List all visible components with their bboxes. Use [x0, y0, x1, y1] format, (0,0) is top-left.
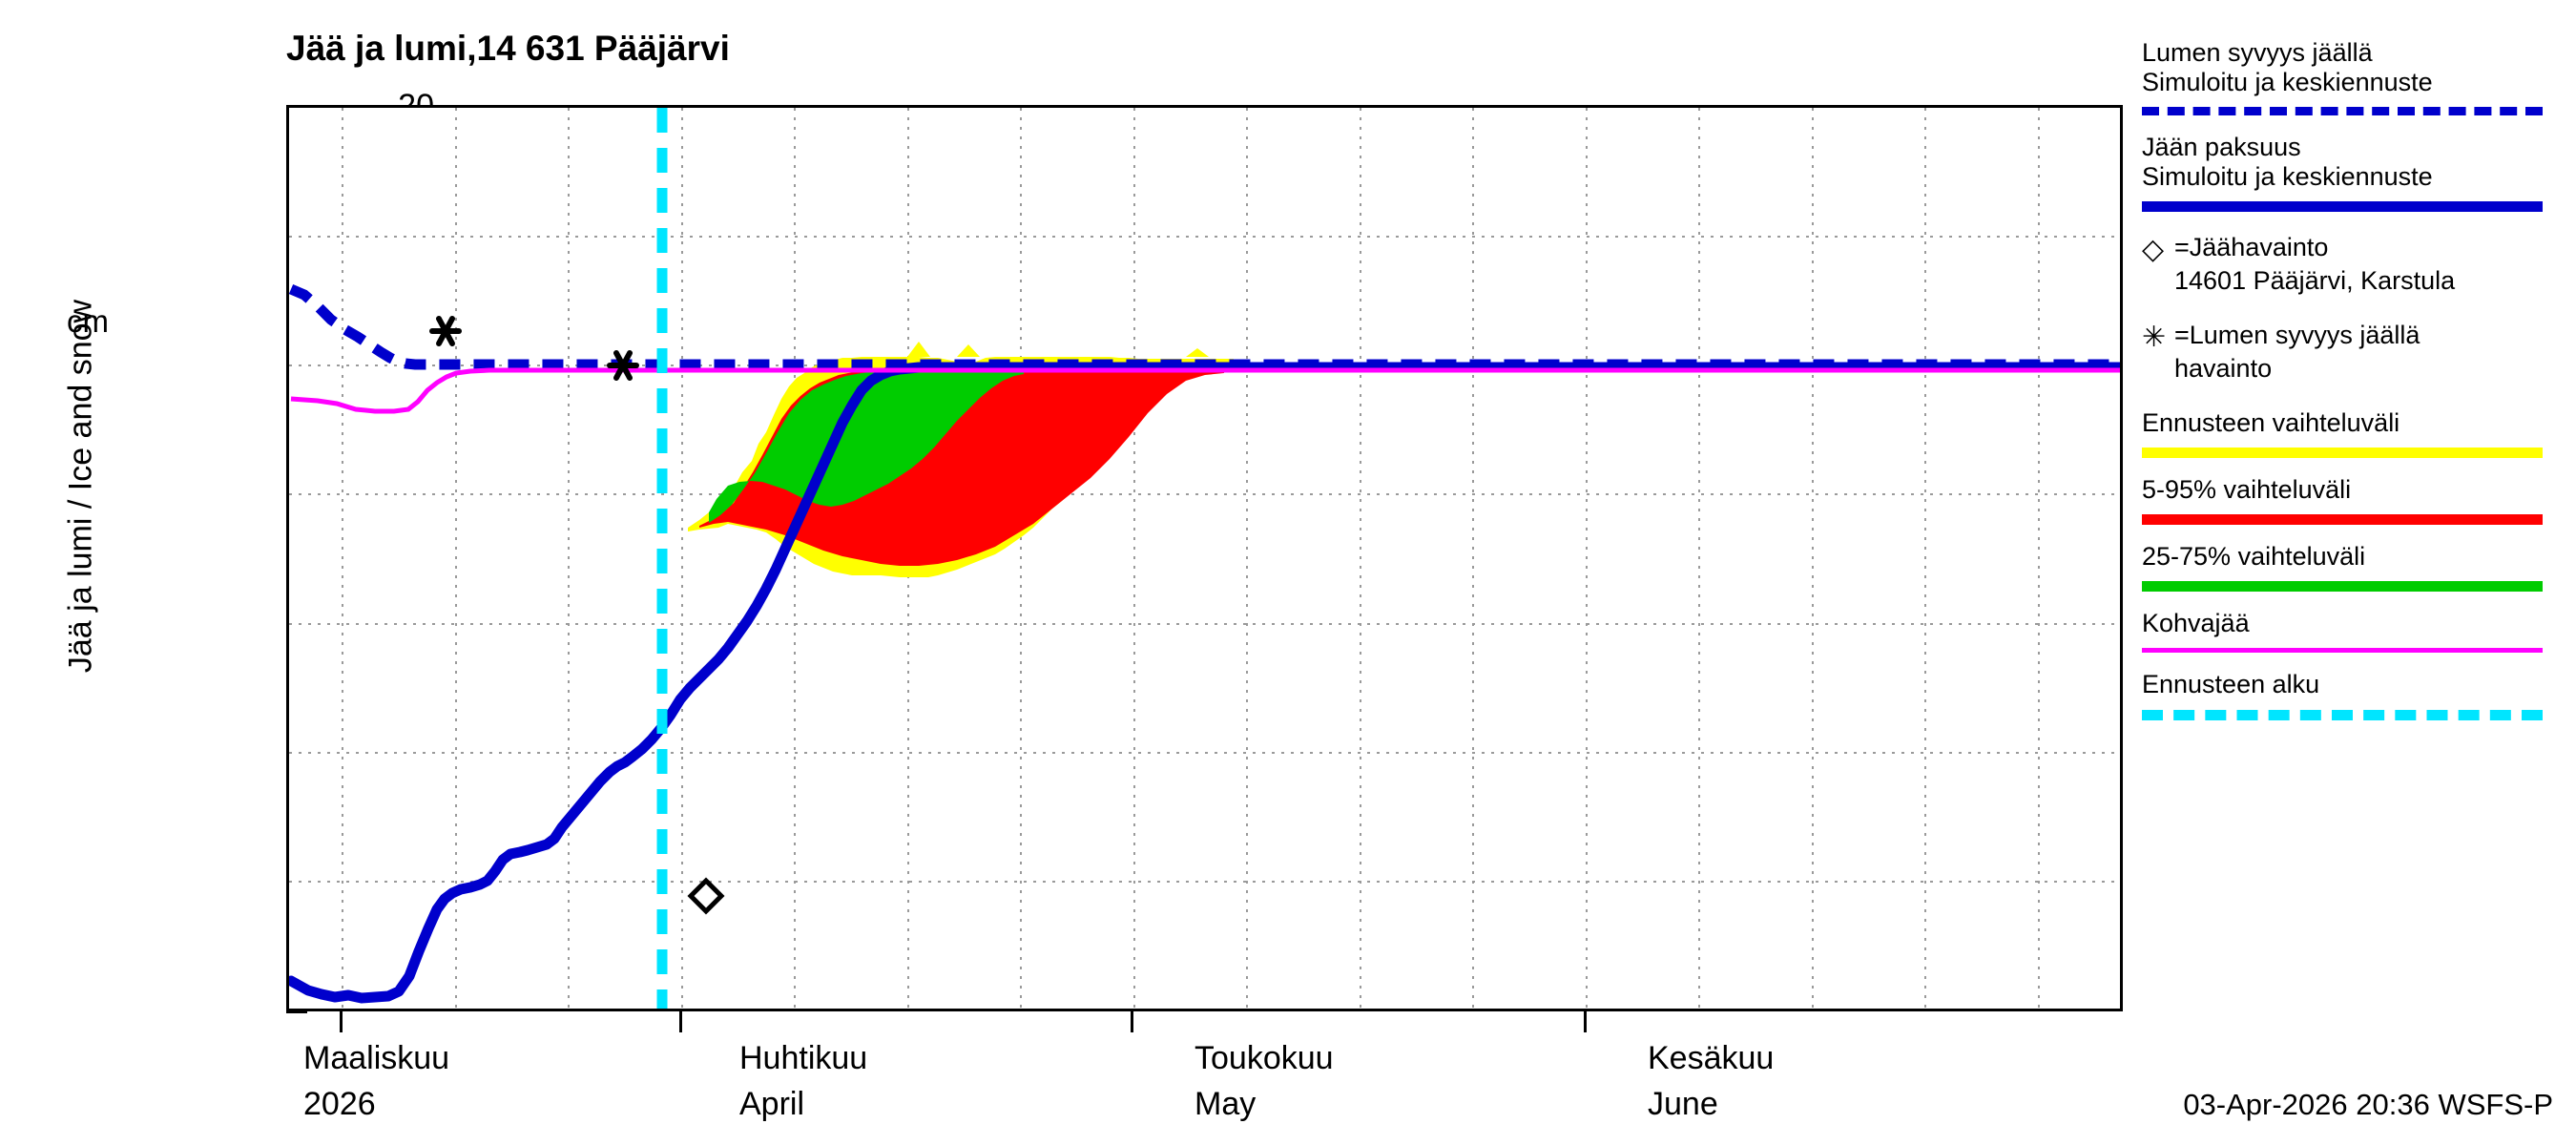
x-label-april: April	[739, 1086, 805, 1122]
grid-lines	[289, 108, 2120, 1009]
legend-label-snow-depth-l2: Simuloitu ja keskiennuste	[2142, 68, 2433, 97]
chart-svg	[289, 108, 2120, 1009]
page-title: Jää ja lumi,14 631 Pääjärvi	[286, 29, 730, 68]
legend-item-snow-depth: Lumen syvyys jäällä Simuloitu ja keskien…	[2142, 38, 2571, 116]
x-tickmark-june	[1584, 1011, 1587, 1032]
legend-item-kohvajaa: Kohvajää	[2142, 609, 2571, 654]
legend-label-ice-thickness-l1: Jään paksuus	[2142, 133, 2301, 162]
legend-swatch-snow-depth	[2142, 107, 2543, 116]
y-axis-unit: cm	[67, 303, 109, 339]
legend-swatch-5-95	[2142, 514, 2543, 526]
obs-snow-marker	[429, 316, 639, 381]
legend-label-snow-depth-l1: Lumen syvyys jäällä	[2142, 38, 2373, 67]
legend-swatch-ice-thickness	[2142, 201, 2543, 213]
legend-label-5-95: 5-95% vaihteluväli	[2142, 475, 2352, 505]
band-green	[709, 367, 1024, 523]
legend-swatch-kohvajaa	[2142, 648, 2543, 654]
y-axis-label: Jää ja lumi / Ice and snow	[62, 299, 99, 674]
legend-item-snow-observation: ✳ =Lumen syvyys jäällä havainto	[2142, 321, 2571, 384]
legend-item-forecast-start: Ennusteen alku	[2142, 670, 2571, 720]
legend-label-ice-obs: =Jäähavainto	[2174, 233, 2329, 262]
legend-label-ice-thickness-l2: Simuloitu ja keskiennuste	[2142, 162, 2433, 192]
footer-timestamp: 03-Apr-2026 20:36 WSFS-P	[2183, 1088, 2553, 1121]
asterisk-icon: ✳	[2142, 322, 2167, 354]
x-label-may: May	[1195, 1086, 1257, 1122]
plot-area	[286, 105, 2123, 1011]
x-label-maaliskuu: Maaliskuu	[303, 1040, 450, 1076]
legend-label-forecast-range: Ennusteen vaihteluväli	[2142, 408, 2400, 438]
band-yellow-spike-2	[957, 344, 980, 357]
series-snow-depth	[289, 283, 2120, 370]
legend-item-5-95: 5-95% vaihteluväli	[2142, 475, 2571, 526]
legend-label-snow-obs-l2: havainto	[2174, 354, 2273, 384]
legend-item-ice-thickness: Jään paksuus Simuloitu ja keskiennuste	[2142, 133, 2571, 213]
legend-label-ice-obs-station: 14601 Pääjärvi, Karstula	[2174, 266, 2456, 296]
x-tickmark-april	[679, 1011, 682, 1032]
diamond-icon: ◇	[2142, 234, 2165, 266]
series-ice-thickness	[289, 362, 2120, 1004]
legend-label-forecast-start: Ennusteen alku	[2142, 670, 2320, 699]
band-yellow-spike-1	[907, 342, 930, 357]
legend-label-kohvajaa: Kohvajää	[2142, 609, 2250, 638]
x-tickmark-may	[1131, 1011, 1133, 1032]
legend: Lumen syvyys jäällä Simuloitu ja keskien…	[2142, 38, 2571, 738]
x-label-huhtikuu: Huhtikuu	[739, 1040, 868, 1076]
x-label-toukokuu: Toukokuu	[1195, 1040, 1334, 1076]
x-tickmark-march	[340, 1011, 343, 1032]
obs-ice-marker	[687, 877, 725, 915]
x-label-kesakuu: Kesäkuu	[1648, 1040, 1775, 1076]
series-kohvajaa	[290, 367, 2120, 414]
x-label-year: 2026	[303, 1086, 376, 1122]
legend-swatch-forecast-start	[2142, 709, 2543, 720]
x-label-june: June	[1648, 1086, 1718, 1122]
legend-label-25-75: 25-75% vaihteluväli	[2142, 542, 2366, 572]
y-tickmark-m50	[286, 1010, 307, 1013]
band-yellow-spike-3	[1186, 348, 1209, 357]
legend-swatch-forecast-range	[2142, 448, 2543, 459]
legend-swatch-25-75	[2142, 581, 2543, 593]
legend-item-forecast-range: Ennusteen vaihteluväli	[2142, 408, 2571, 459]
legend-label-snow-obs: =Lumen syvyys jäällä	[2174, 321, 2420, 350]
legend-item-ice-observation: ◇ =Jäähavainto 14601 Pääjärvi, Karstula	[2142, 233, 2571, 296]
legend-item-25-75: 25-75% vaihteluväli	[2142, 542, 2571, 593]
